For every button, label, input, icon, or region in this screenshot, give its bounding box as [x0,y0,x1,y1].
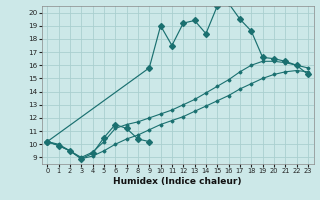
X-axis label: Humidex (Indice chaleur): Humidex (Indice chaleur) [113,177,242,186]
